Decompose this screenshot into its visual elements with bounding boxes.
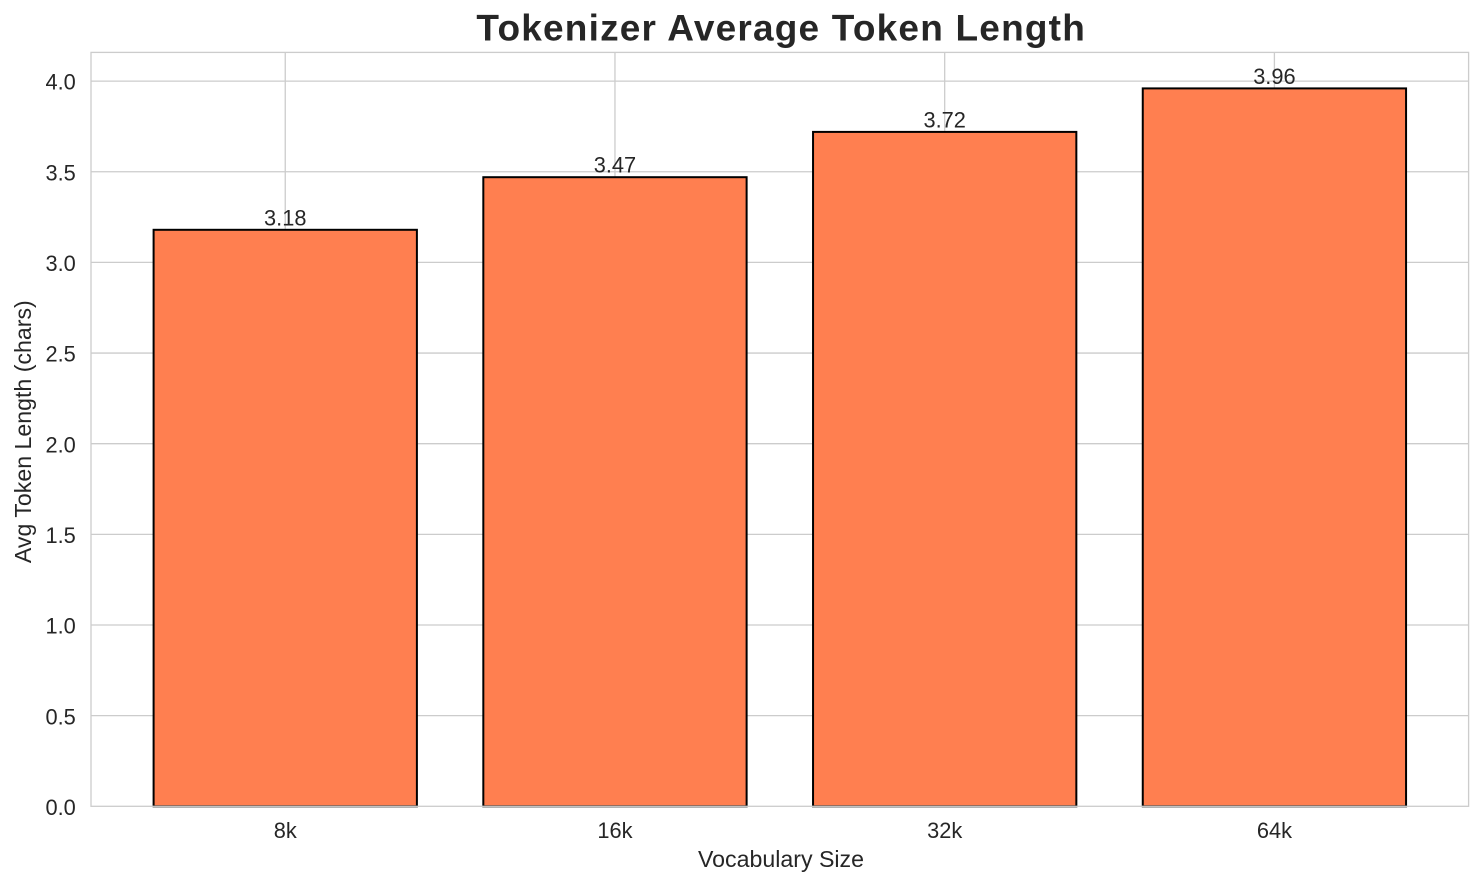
svg-text:3.5: 3.5: [45, 160, 75, 185]
svg-text:32k: 32k: [927, 818, 962, 843]
svg-text:3.96: 3.96: [1253, 64, 1295, 89]
svg-text:Vocabulary Size: Vocabulary Size: [698, 846, 864, 872]
svg-text:1.0: 1.0: [45, 614, 75, 639]
svg-text:Avg Token Length (chars): Avg Token Length (chars): [10, 300, 36, 563]
svg-text:0.0: 0.0: [45, 795, 75, 820]
svg-text:4.0: 4.0: [45, 70, 75, 95]
svg-text:8k: 8k: [274, 818, 297, 843]
svg-text:1.5: 1.5: [45, 523, 75, 548]
svg-text:64k: 64k: [1257, 818, 1292, 843]
svg-text:Tokenizer Average Token Length: Tokenizer Average Token Length: [476, 8, 1086, 49]
svg-text:3.47: 3.47: [594, 153, 636, 178]
svg-text:0.5: 0.5: [45, 704, 75, 729]
svg-text:2.5: 2.5: [45, 342, 75, 367]
svg-text:3.72: 3.72: [923, 107, 965, 132]
svg-text:3.0: 3.0: [45, 251, 75, 276]
svg-text:3.18: 3.18: [264, 205, 306, 230]
svg-text:2.0: 2.0: [45, 432, 75, 457]
svg-text:16k: 16k: [597, 818, 632, 843]
